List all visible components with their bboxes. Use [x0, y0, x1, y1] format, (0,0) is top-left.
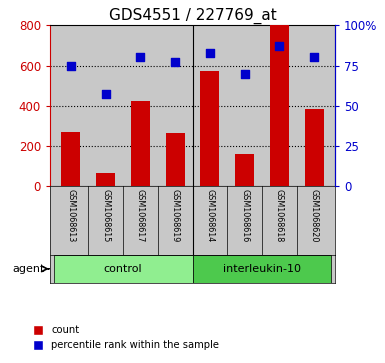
Bar — [200, 70, 219, 186]
Text: GSM1068616: GSM1068616 — [240, 189, 249, 242]
Point — [137, 54, 144, 60]
Point — [276, 43, 283, 49]
Text: GSM1068613: GSM1068613 — [66, 189, 75, 242]
Point — [311, 54, 317, 60]
Text: control: control — [104, 264, 142, 274]
Point — [68, 62, 74, 68]
Text: agent: agent — [13, 264, 45, 274]
Bar — [235, 154, 254, 186]
Point — [172, 60, 178, 65]
Text: interleukin-10: interleukin-10 — [223, 264, 301, 274]
Text: GSM1068615: GSM1068615 — [101, 189, 110, 242]
Title: GDS4551 / 227769_at: GDS4551 / 227769_at — [109, 8, 276, 24]
Bar — [61, 132, 80, 186]
Bar — [166, 132, 185, 186]
Point — [102, 91, 109, 97]
Bar — [270, 25, 289, 186]
Bar — [305, 109, 324, 186]
Bar — [54, 254, 192, 283]
Text: GSM1068618: GSM1068618 — [275, 189, 284, 242]
Point — [241, 71, 248, 77]
Text: GSM1068619: GSM1068619 — [171, 189, 180, 242]
Legend: count, percentile rank within the sample: count, percentile rank within the sample — [24, 321, 223, 354]
Text: GSM1068617: GSM1068617 — [136, 189, 145, 242]
Bar — [131, 101, 150, 186]
Text: GSM1068620: GSM1068620 — [310, 189, 319, 242]
Bar — [192, 254, 331, 283]
Text: GSM1068614: GSM1068614 — [205, 189, 214, 242]
Point — [207, 50, 213, 56]
Bar — [96, 173, 115, 186]
